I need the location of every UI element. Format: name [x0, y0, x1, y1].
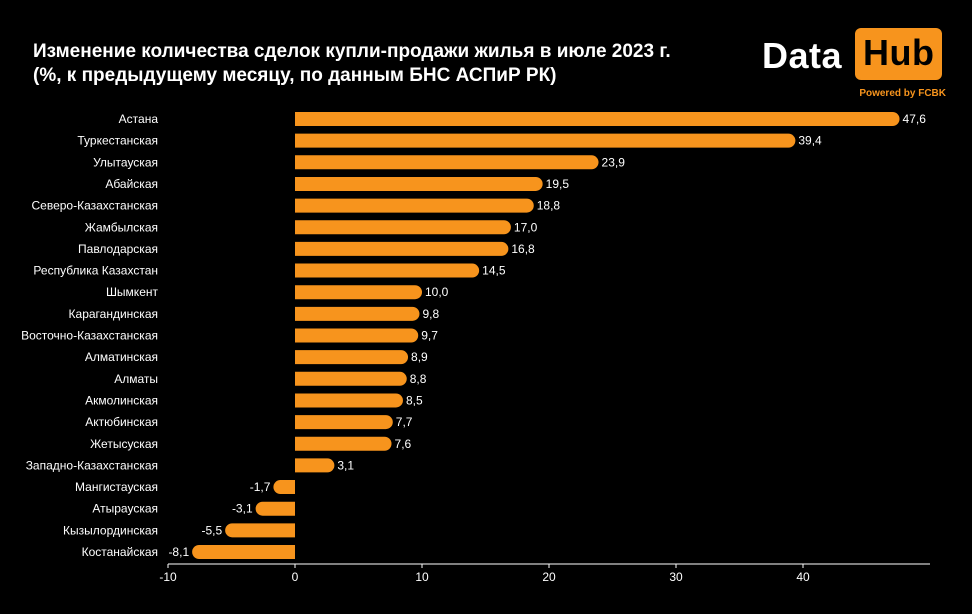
value-label: -8,1	[168, 545, 189, 559]
value-label: 19,5	[546, 177, 570, 191]
value-label: 14,5	[482, 264, 506, 278]
logo-tagline: Powered by FCBK	[859, 88, 946, 99]
value-label: 3,1	[337, 458, 354, 472]
bar	[295, 112, 900, 126]
bar	[295, 220, 511, 235]
x-tick-label: 40	[796, 570, 810, 584]
value-label: 10,0	[425, 285, 449, 299]
value-label: 8,8	[410, 372, 427, 386]
value-label: 7,6	[395, 437, 412, 451]
category-label: Атырауская	[92, 502, 158, 516]
bar	[295, 285, 423, 300]
datahub-logo: Data Hub Powered by FCBK	[762, 27, 946, 105]
value-label: 47,6	[903, 112, 927, 126]
category-label: Актюбинская	[85, 415, 158, 429]
category-label: Северо-Казахстанская	[31, 199, 158, 213]
chart-title: Изменение количества сделок купли-продаж…	[33, 40, 671, 88]
category-label: Абайская	[105, 177, 158, 191]
category-label: Алматинская	[85, 350, 158, 364]
bar	[295, 458, 335, 473]
category-label: Жамбылская	[85, 220, 158, 234]
bar	[295, 436, 392, 451]
value-label: 7,7	[396, 415, 413, 429]
bar	[295, 263, 480, 278]
category-label: Алматы	[114, 372, 158, 386]
x-tick-label: -10	[159, 570, 177, 584]
logo-word-data: Data	[762, 35, 843, 76]
bar	[295, 306, 420, 321]
value-label: -1,7	[250, 480, 271, 494]
chart-title-line2: (%, к предыдущему месяцу, по данным БНС …	[33, 65, 557, 86]
category-label: Акмолинская	[85, 393, 158, 407]
category-label: Павлодарская	[78, 242, 158, 256]
x-tick-label: 0	[292, 570, 299, 584]
x-tick-label: 30	[669, 570, 683, 584]
bar	[255, 501, 295, 516]
value-label: -5,5	[201, 523, 222, 537]
bar	[295, 198, 534, 213]
bar	[295, 241, 509, 256]
bar	[273, 480, 295, 495]
x-tick-label: 20	[542, 570, 556, 584]
bar	[192, 545, 295, 559]
category-label: Жетысуская	[90, 437, 158, 451]
value-label: 9,8	[422, 307, 439, 321]
category-label: Туркестанская	[77, 134, 158, 148]
bar	[295, 155, 599, 170]
category-label: Астана	[119, 112, 159, 126]
category-label: Кызылординская	[63, 523, 158, 537]
value-label: 17,0	[514, 220, 538, 234]
bar	[295, 415, 393, 430]
category-label: Западно-Казахстанская	[26, 458, 158, 472]
category-label: Восточно-Казахстанская	[21, 329, 158, 343]
category-label: Улытауская	[93, 155, 158, 169]
bar	[295, 350, 409, 365]
value-label: 39,4	[798, 134, 822, 148]
bar	[295, 176, 543, 191]
category-label: Республика Казахстан	[33, 264, 158, 278]
bar	[295, 393, 403, 408]
category-label: Шымкент	[106, 285, 159, 299]
category-label: Карагандинская	[69, 307, 158, 321]
category-label: Мангистауская	[75, 480, 158, 494]
value-label: 23,9	[602, 155, 626, 169]
bar	[295, 133, 796, 148]
bar	[295, 371, 407, 386]
value-label: 9,7	[421, 329, 438, 343]
x-tick-label: 10	[415, 570, 429, 584]
value-label: 8,9	[411, 350, 428, 364]
bar	[295, 328, 419, 343]
value-label: 18,8	[537, 199, 561, 213]
value-label: 16,8	[511, 242, 535, 256]
value-label: 8,5	[406, 393, 423, 407]
category-label: Костанайская	[82, 545, 158, 559]
bar	[225, 523, 295, 538]
chart-title-line1: Изменение количества сделок купли-продаж…	[33, 41, 671, 62]
value-label: -3,1	[232, 502, 253, 516]
logo-word-hub: Hub	[855, 28, 943, 80]
